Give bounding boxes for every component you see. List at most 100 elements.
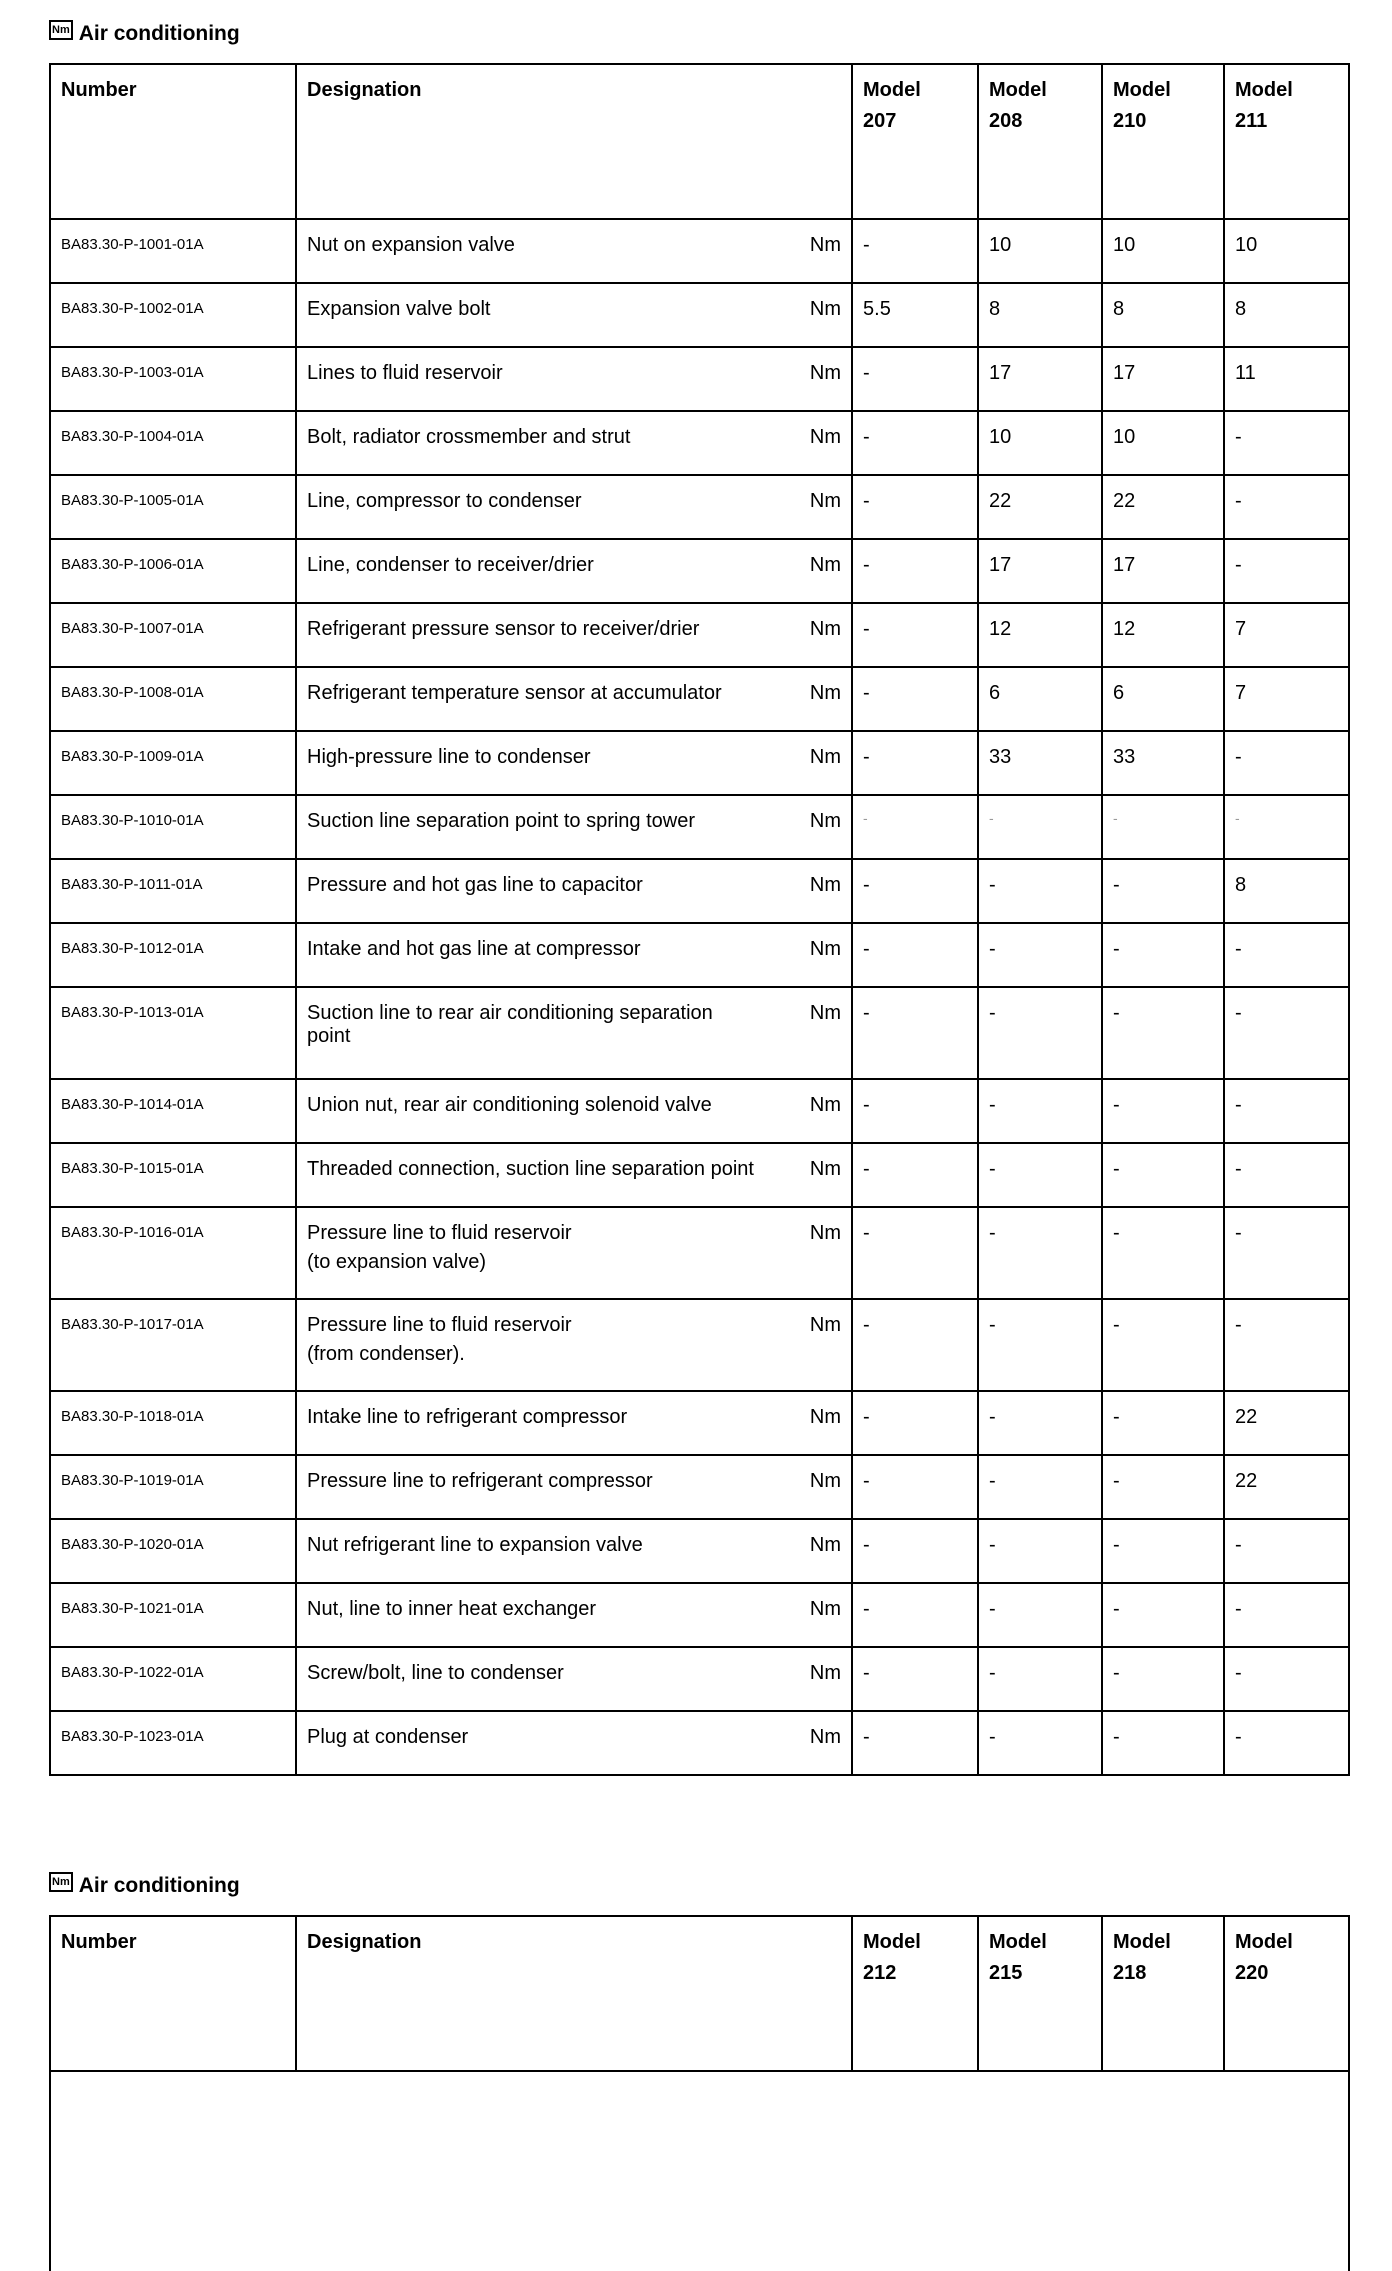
header-designation: Designation: [294, 1915, 854, 2072]
torque-value: -: [977, 1142, 1104, 1208]
part-number: BA83.30-P-1011-01A: [49, 858, 297, 924]
designation-text: Plug at condenser: [307, 1726, 469, 1748]
model-label: Model: [1113, 1931, 1171, 1953]
table-row: BA83.30-P-1023-01A Plug at condenser Nm - - -…: [49, 1710, 1351, 1776]
torque-value: -: [851, 858, 980, 924]
unit: Nm: [766, 346, 854, 412]
designation-text: Nut on expansion valve: [307, 234, 515, 256]
header-model: Model 215: [977, 1915, 1104, 2072]
torque-value: -: [851, 922, 980, 988]
designation-text: Nut refrigerant line to expansion valve: [307, 1534, 643, 1556]
torque-value: -: [1223, 538, 1351, 604]
unit: Nm: [766, 1518, 854, 1584]
torque-value: -: [977, 1206, 1104, 1300]
part-number: BA83.30-P-1023-01A: [49, 1710, 297, 1776]
torque-value: 6: [977, 666, 1104, 732]
designation: High-pressure line to condenser: [295, 730, 766, 796]
table-row: BA83.30-P-1022-01A Screw/bolt, line to co…: [49, 1646, 1351, 1712]
model-number: 212: [863, 1962, 897, 1984]
header-model: Model 207: [851, 63, 980, 220]
torque-nm-icon: Nm: [49, 20, 73, 40]
torque-value: -: [1223, 1646, 1351, 1712]
model-number: 215: [989, 1962, 1023, 1984]
torque-value: -: [977, 1078, 1104, 1144]
table-header-row: Number Designation Model 212 Model 215 Model 21…: [49, 1915, 1351, 2072]
table-row: BA83.30-P-1006-01A Line, condenser to rec…: [49, 538, 1351, 604]
torque-value: -: [1223, 410, 1351, 476]
section-title-text: Air conditioning: [78, 22, 240, 45]
table-row: BA83.30-P-1008-01A Refrigerant temperatur…: [49, 666, 1351, 732]
torque-value: -: [851, 1454, 980, 1520]
torque-value: 33: [1101, 730, 1226, 796]
part-number: BA83.30-P-1014-01A: [49, 1078, 297, 1144]
torque-value: -: [1223, 986, 1351, 1080]
designation: Nut on expansion valve: [295, 218, 766, 284]
torque-table: Number Designation Model 212 Model 215 Model 21…: [48, 1915, 1351, 2271]
part-number: BA83.30-P-1010-01A: [49, 794, 297, 860]
designation-text: Pressure line to fluid reservoir: [307, 1222, 572, 1244]
torque-value: -: [851, 730, 980, 796]
torque-value: -: [1223, 1298, 1351, 1392]
torque-value: 7: [1223, 666, 1351, 732]
table-row-continued: [48, 2070, 1351, 2271]
designation: Pressure line to fluid reservoir (from co…: [295, 1298, 766, 1392]
part-number: BA83.30-P-1013-01A: [49, 986, 297, 1080]
designation: Expansion valve bolt: [295, 282, 766, 348]
unit: Nm: [766, 1206, 854, 1300]
model-label: Model: [1235, 1931, 1293, 1953]
torque-value: 8: [1223, 858, 1351, 924]
model-number: 218: [1113, 1962, 1147, 1984]
torque-value: -: [851, 1518, 980, 1584]
table-row: BA83.30-P-1011-01A Pressure and hot gas l…: [49, 858, 1351, 924]
torque-value: -: [977, 858, 1104, 924]
torque-value: 33: [977, 730, 1104, 796]
torque-value: 10: [977, 218, 1104, 284]
designation: Screw/bolt, line to condenser: [295, 1646, 766, 1712]
designation: Intake line to refrigerant compressor: [295, 1390, 766, 1456]
table-row: BA83.30-P-1014-01A Union nut, rear air co…: [49, 1078, 1351, 1144]
section-title: Nm Air conditioning: [49, 20, 240, 46]
torque-value: -: [1223, 1582, 1351, 1648]
torque-value: -: [1101, 1710, 1226, 1776]
torque-value: -: [851, 1206, 980, 1300]
unit: Nm: [766, 282, 854, 348]
torque-value: -: [977, 986, 1104, 1080]
unit: Nm: [766, 1298, 854, 1392]
torque-value: 7: [1223, 602, 1351, 668]
designation-text: Line, condenser to receiver/drier: [307, 554, 594, 576]
torque-value: -: [1101, 1454, 1226, 1520]
torque-value: -: [1223, 730, 1351, 796]
unit: Nm: [766, 1582, 854, 1648]
torque-value: 22: [1223, 1454, 1351, 1520]
torque-value: 10: [1101, 218, 1226, 284]
part-number: BA83.30-P-1003-01A: [49, 346, 297, 412]
unit: Nm: [766, 666, 854, 732]
torque-value: 11: [1223, 346, 1351, 412]
designation-text: Pressure line to fluid reservoir: [307, 1314, 572, 1336]
torque-value: -: [1223, 1206, 1351, 1300]
unit: Nm: [766, 730, 854, 796]
designation-text: Intake line to refrigerant compressor: [307, 1406, 628, 1428]
table-row: BA83.30-P-1010-01A Suction line separatio…: [49, 794, 1351, 860]
part-number: BA83.30-P-1009-01A: [49, 730, 297, 796]
table-header-row: Number Designation Model 207 Model 208 Model 21…: [49, 63, 1351, 220]
torque-value: 22: [1101, 474, 1226, 540]
table-row: BA83.30-P-1019-01A Pressure line to refri…: [49, 1454, 1351, 1520]
designation: Line, compressor to condenser: [295, 474, 766, 540]
part-number: BA83.30-P-1021-01A: [49, 1582, 297, 1648]
table-row: BA83.30-P-1007-01A Refrigerant pressure s…: [49, 602, 1351, 668]
table-row: BA83.30-P-1001-01A Nut on expansion valve…: [49, 218, 1351, 284]
table-row: BA83.30-P-1016-01A Pressure line to fluid…: [49, 1206, 1351, 1300]
header-designation: Designation: [294, 63, 854, 220]
table-row: BA83.30-P-1017-01A Pressure line to fluid…: [49, 1298, 1351, 1392]
torque-value: -: [851, 1142, 980, 1208]
unit: Nm: [766, 922, 854, 988]
designation-text: Intake and hot gas line at compressor: [307, 938, 641, 960]
designation: Pressure and hot gas line to capacitor: [295, 858, 766, 924]
torque-value: -: [851, 474, 980, 540]
torque-value: -: [1101, 922, 1226, 988]
torque-value: -: [977, 1298, 1104, 1392]
torque-value: -: [977, 1518, 1104, 1584]
header-number: Number: [49, 1915, 297, 2072]
torque-value: -: [851, 410, 980, 476]
